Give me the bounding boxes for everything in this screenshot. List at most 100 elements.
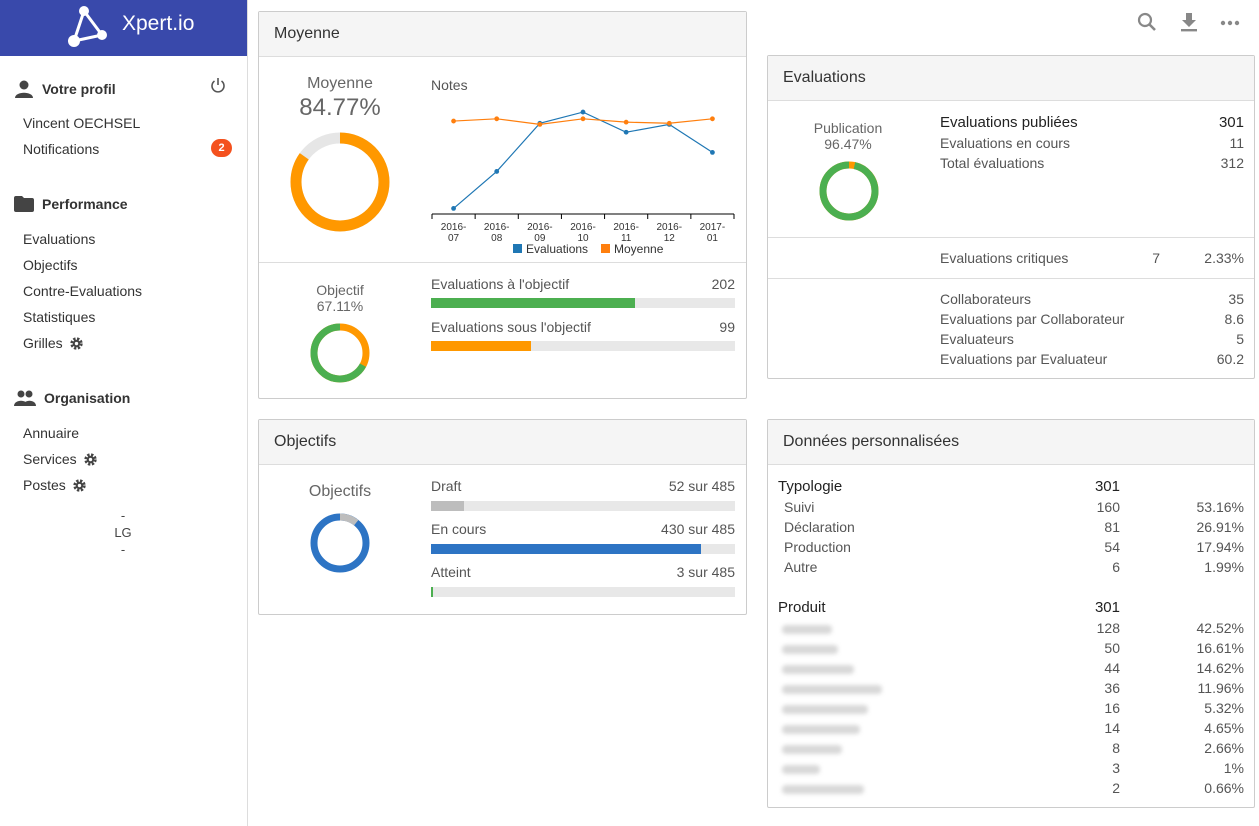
panel-title: Données personnalisées xyxy=(768,420,1254,465)
produit-row-count: 14 xyxy=(1104,720,1120,736)
bar-label: Evaluations à l'objectif xyxy=(431,276,570,292)
objectif-donut-label: Objectif xyxy=(316,282,364,298)
redacted-label xyxy=(782,645,838,654)
sidebar-item-statistiques[interactable]: Statistiques xyxy=(23,309,96,325)
evaluations-panel: Evaluations Publication 96.47% Evaluatio… xyxy=(767,55,1255,379)
objectifs-donut xyxy=(310,513,370,573)
objectifs-panel: Objectifs Objectifs Draft 52 sur 485 En … xyxy=(258,419,747,615)
sidebar-item-postes[interactable]: Postes xyxy=(23,477,87,493)
bar-track xyxy=(431,298,735,308)
performance-title: Performance xyxy=(42,196,128,212)
people-icon xyxy=(14,390,36,406)
publication-donut xyxy=(819,161,879,221)
more-icon[interactable] xyxy=(1220,20,1240,26)
sidebar-item-grilles[interactable]: Grilles xyxy=(23,335,84,351)
moyenne-panel: Moyenne Moyenne 84.77% Notes 2016-07 2016… xyxy=(258,11,747,399)
org-stat-value: 5 xyxy=(1236,331,1244,347)
typologie-row-label: Déclaration xyxy=(784,519,855,535)
legend-label: Evaluations xyxy=(526,242,588,256)
footer-initials: LG xyxy=(114,525,132,540)
moyenne-donut xyxy=(290,132,390,232)
stat-label: Total évaluations xyxy=(940,155,1045,171)
typologie-row-label: Production xyxy=(784,539,851,555)
logo-icon xyxy=(68,6,107,47)
sidebar-item-evaluations[interactable]: Evaluations xyxy=(23,231,96,247)
sidebar-item-label: Services xyxy=(23,451,77,467)
gear-icon[interactable] xyxy=(83,452,98,467)
bar-track xyxy=(431,587,735,597)
notifications-link[interactable]: Notifications xyxy=(23,141,100,157)
person-icon xyxy=(15,80,33,98)
produit-row-pct: 42.52% xyxy=(1196,620,1244,636)
produit-row-count: 3 xyxy=(1112,760,1120,776)
objectif-row-value: 52 sur 485 xyxy=(668,478,735,494)
data-point xyxy=(580,116,586,122)
bar-track xyxy=(431,544,735,554)
publication-label: Publication xyxy=(813,120,883,136)
x-tick-label: 2016-12 xyxy=(656,222,682,244)
stat-label: Evaluations publiées xyxy=(940,114,1078,131)
download-icon[interactable] xyxy=(1180,12,1198,32)
performance-section-title: Performance xyxy=(14,196,128,212)
donut-arc xyxy=(310,513,370,573)
search-icon[interactable] xyxy=(1137,12,1157,32)
objectif-row-value: 430 sur 485 xyxy=(661,521,735,537)
objectifs-donut-label: Objectifs xyxy=(308,483,372,500)
brand-header[interactable]: Xpert.io xyxy=(0,0,247,56)
notes-line-chart: 2016-07 2016-08 2016-09 2016-10 2016-11 2016-… xyxy=(431,109,735,256)
divider xyxy=(768,278,1254,279)
bar-fill xyxy=(431,298,635,308)
notifications-badge[interactable]: 2 xyxy=(211,139,232,157)
redacted-label xyxy=(782,725,860,734)
redacted-label xyxy=(782,685,882,694)
data-point xyxy=(537,122,543,127)
objectif-donut-value: 67.11% xyxy=(316,298,364,314)
redacted-label xyxy=(782,785,864,794)
donut-arc xyxy=(819,161,879,221)
data-point xyxy=(623,129,629,135)
typologie-row-count: 54 xyxy=(1104,539,1120,555)
org-stat-label: Evaluateurs xyxy=(940,331,1014,347)
sidebar-item-services[interactable]: Services xyxy=(23,451,98,467)
x-tick-label: 2016-10 xyxy=(570,222,596,244)
data-point xyxy=(494,116,500,122)
donut-track xyxy=(310,513,370,573)
panel-title: Evaluations xyxy=(768,56,1254,101)
footer-dash: - xyxy=(120,508,126,523)
produit-row-pct: 4.65% xyxy=(1204,720,1244,736)
produit-title: Produit xyxy=(778,599,826,616)
produit-row-pct: 1% xyxy=(1223,760,1244,776)
gear-icon[interactable] xyxy=(72,478,87,493)
typologie-title: Typologie xyxy=(778,478,843,495)
profile-title: Votre profil xyxy=(42,81,116,97)
stat-value: 312 xyxy=(1220,155,1244,171)
produit-row-pct: 11.96% xyxy=(1197,680,1244,696)
bar-track xyxy=(431,341,735,351)
data-point xyxy=(451,118,456,124)
produit-row-pct: 5.32% xyxy=(1204,700,1244,716)
panel-title: Objectifs xyxy=(259,420,746,465)
x-tick-label: 2017-01 xyxy=(700,222,726,244)
donut-arc xyxy=(310,323,370,383)
produit-row-pct: 16.61% xyxy=(1196,640,1244,656)
bar-label: Evaluations sous l'objectif xyxy=(431,319,591,335)
legend-label: Moyenne xyxy=(614,242,664,256)
sidebar-item-contre-evaluations[interactable]: Contre-Evaluations xyxy=(23,283,143,299)
profile-user-link[interactable]: Vincent OECHSEL xyxy=(23,115,141,131)
objectif-row-value: 3 sur 485 xyxy=(676,564,735,580)
power-icon[interactable] xyxy=(210,77,226,93)
sidebar-item-annuaire[interactable]: Annuaire xyxy=(23,425,80,441)
produit-row-pct: 2.66% xyxy=(1204,740,1244,756)
produit-row-pct: 0.66% xyxy=(1204,780,1244,796)
divider xyxy=(768,237,1254,238)
data-point xyxy=(451,206,456,211)
produit-row-count: 8 xyxy=(1112,740,1120,756)
series-line-evaluations xyxy=(453,111,713,209)
divider xyxy=(259,262,746,263)
gear-icon[interactable] xyxy=(69,336,84,351)
x-tick-label: 2016-11 xyxy=(613,222,639,244)
org-stat-label: Evaluations par Evaluateur xyxy=(940,351,1108,367)
typologie-row-count: 160 xyxy=(1096,499,1120,515)
sidebar-item-objectifs[interactable]: Objectifs xyxy=(23,257,78,273)
panel-title: Moyenne xyxy=(259,12,746,57)
